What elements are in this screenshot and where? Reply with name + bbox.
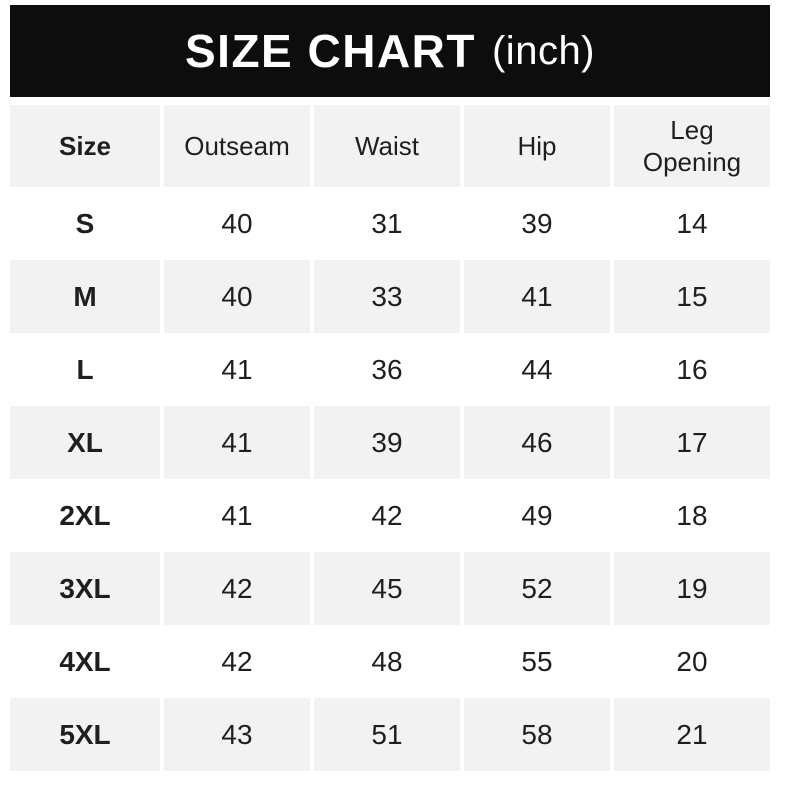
- table-row-s: S 40 31 39 14: [10, 187, 770, 260]
- table-row-l: L 41 36 44 16: [10, 333, 770, 406]
- size-label: S: [10, 187, 160, 260]
- table-row-2xl: 2XL 41 42 49 18: [10, 479, 770, 552]
- cell-outseam: 42: [164, 625, 310, 698]
- cell-outseam: 43: [164, 698, 310, 771]
- cell-waist: 33: [314, 260, 460, 333]
- cell-waist: 42: [314, 479, 460, 552]
- table-row-5xl: 5XL 43 51 58 21: [10, 698, 770, 771]
- size-label: 3XL: [10, 552, 160, 625]
- table-row-4xl: 4XL 42 48 55 20: [10, 625, 770, 698]
- table-row-m: M 40 33 41 15: [10, 260, 770, 333]
- cell-waist: 51: [314, 698, 460, 771]
- cell-waist: 48: [314, 625, 460, 698]
- cell-outseam: 40: [164, 187, 310, 260]
- size-label: XL: [10, 406, 160, 479]
- cell-waist: 39: [314, 406, 460, 479]
- cell-hip: 46: [464, 406, 610, 479]
- cell-waist: 36: [314, 333, 460, 406]
- cell-leg-opening: 14: [614, 187, 770, 260]
- cell-leg-opening: 17: [614, 406, 770, 479]
- cell-leg-opening: 16: [614, 333, 770, 406]
- size-label: M: [10, 260, 160, 333]
- cell-hip: 49: [464, 479, 610, 552]
- cell-waist: 31: [314, 187, 460, 260]
- column-header-waist: Waist: [314, 105, 460, 187]
- cell-leg-opening: 15: [614, 260, 770, 333]
- title-unit-label: (inch): [491, 28, 596, 73]
- cell-hip: 44: [464, 333, 610, 406]
- size-label: 2XL: [10, 479, 160, 552]
- size-chart-table: Size Outseam Waist Hip Leg Opening S 40 …: [10, 105, 770, 771]
- table-row-xl: XL 41 39 46 17: [10, 406, 770, 479]
- title-bar: SIZE CHART (inch): [10, 5, 770, 97]
- cell-leg-opening: 20: [614, 625, 770, 698]
- size-label: 4XL: [10, 625, 160, 698]
- cell-hip: 55: [464, 625, 610, 698]
- column-header-size: Size: [10, 105, 160, 187]
- cell-hip: 58: [464, 698, 610, 771]
- cell-leg-opening: 21: [614, 698, 770, 771]
- size-label: 5XL: [10, 698, 160, 771]
- cell-leg-opening: 18: [614, 479, 770, 552]
- column-header-leg-opening: Leg Opening: [614, 105, 770, 187]
- column-header-outseam: Outseam: [164, 105, 310, 187]
- cell-outseam: 40: [164, 260, 310, 333]
- cell-outseam: 42: [164, 552, 310, 625]
- cell-hip: 52: [464, 552, 610, 625]
- cell-hip: 41: [464, 260, 610, 333]
- table-row-3xl: 3XL 42 45 52 19: [10, 552, 770, 625]
- page-title: SIZE CHART: [184, 25, 476, 77]
- table-header-row: Size Outseam Waist Hip Leg Opening: [10, 105, 770, 187]
- cell-waist: 45: [314, 552, 460, 625]
- cell-outseam: 41: [164, 479, 310, 552]
- size-label: L: [10, 333, 160, 406]
- cell-hip: 39: [464, 187, 610, 260]
- cell-leg-opening: 19: [614, 552, 770, 625]
- column-header-hip: Hip: [464, 105, 610, 187]
- cell-outseam: 41: [164, 333, 310, 406]
- cell-outseam: 41: [164, 406, 310, 479]
